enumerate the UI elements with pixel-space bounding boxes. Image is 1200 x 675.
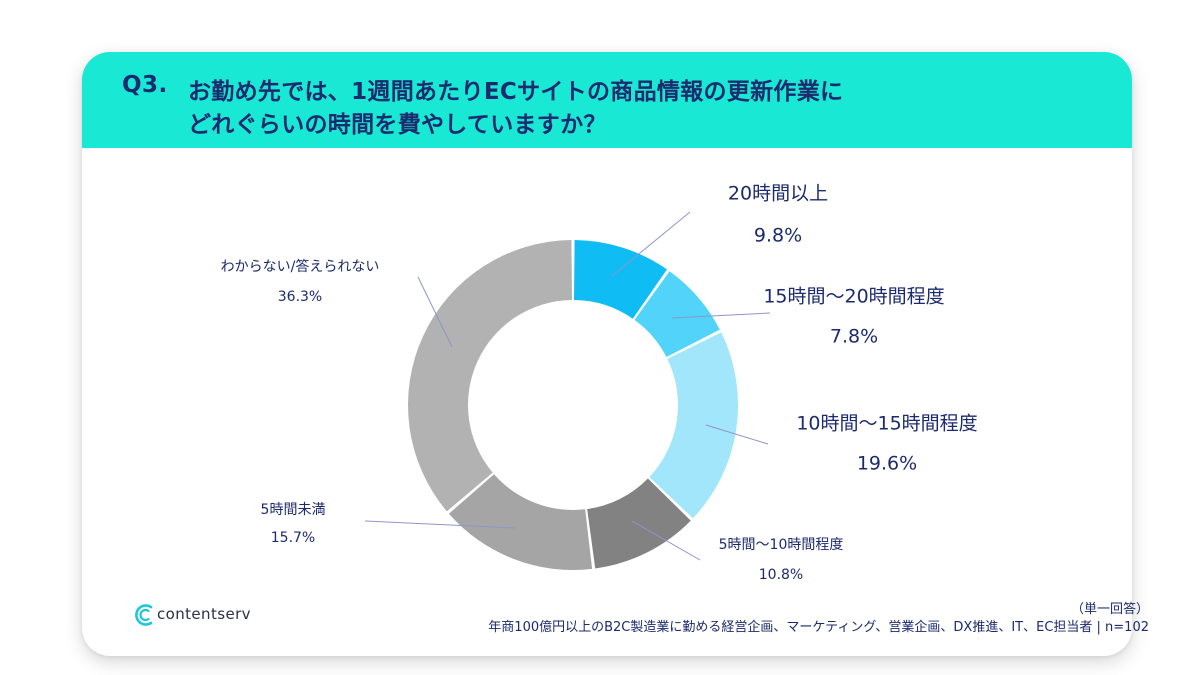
donut-slice-2: [634, 271, 720, 358]
slice-value-2: 7.8%: [830, 326, 878, 348]
leader-line-3: [705, 424, 769, 445]
slice-value-6: 36.3%: [278, 289, 322, 305]
donut-slice-5: [448, 474, 593, 570]
donut-slice-3: [649, 332, 738, 519]
logo-wordmark: contentserv: [157, 605, 251, 623]
donut-slice-6: [407, 240, 572, 512]
leader-line-6: [417, 276, 453, 348]
slice-label-1: 20時間以上: [728, 183, 828, 205]
answer-type-note: （単一回答）: [1070, 602, 1149, 617]
donut-slice-4: [587, 478, 691, 569]
leader-line-4: [631, 520, 701, 561]
slice-label-4: 5時間〜10時間程度: [719, 537, 844, 553]
slice-value-1: 9.8%: [754, 225, 802, 247]
leader-line-2: [671, 312, 771, 319]
question-header: Q3. お勤め先では、1週間あたりECサイトの商品情報の更新作業に どれぐらいの…: [82, 52, 1132, 148]
slice-label-3: 10時間〜15時間程度: [796, 413, 977, 435]
leader-line-1: [611, 211, 691, 277]
slice-value-5: 15.7%: [271, 530, 315, 546]
slice-label-6: わからない/答えられない: [221, 258, 380, 275]
contentserv-c-icon: [135, 604, 153, 626]
leader-line-5: [364, 520, 516, 529]
question-text-line2: どれぐらいの時間を費やしていますか？: [188, 112, 607, 138]
slice-label-2: 15時間〜20時間程度: [763, 286, 944, 308]
question-number: Q3.: [122, 72, 168, 98]
slice-value-3: 19.6%: [857, 453, 917, 475]
slice-label-5: 5時間未満: [261, 502, 326, 518]
respondents-note: 年商100億円以上のB2C製造業に勤める経営企画、マーケティング、営業企画、DX…: [488, 620, 1149, 635]
slice-value-4: 10.8%: [759, 567, 803, 583]
question-text-line1: お勤め先では、1週間あたりECサイトの商品情報の更新作業に: [188, 79, 844, 105]
donut-slice-1: [574, 240, 668, 319]
